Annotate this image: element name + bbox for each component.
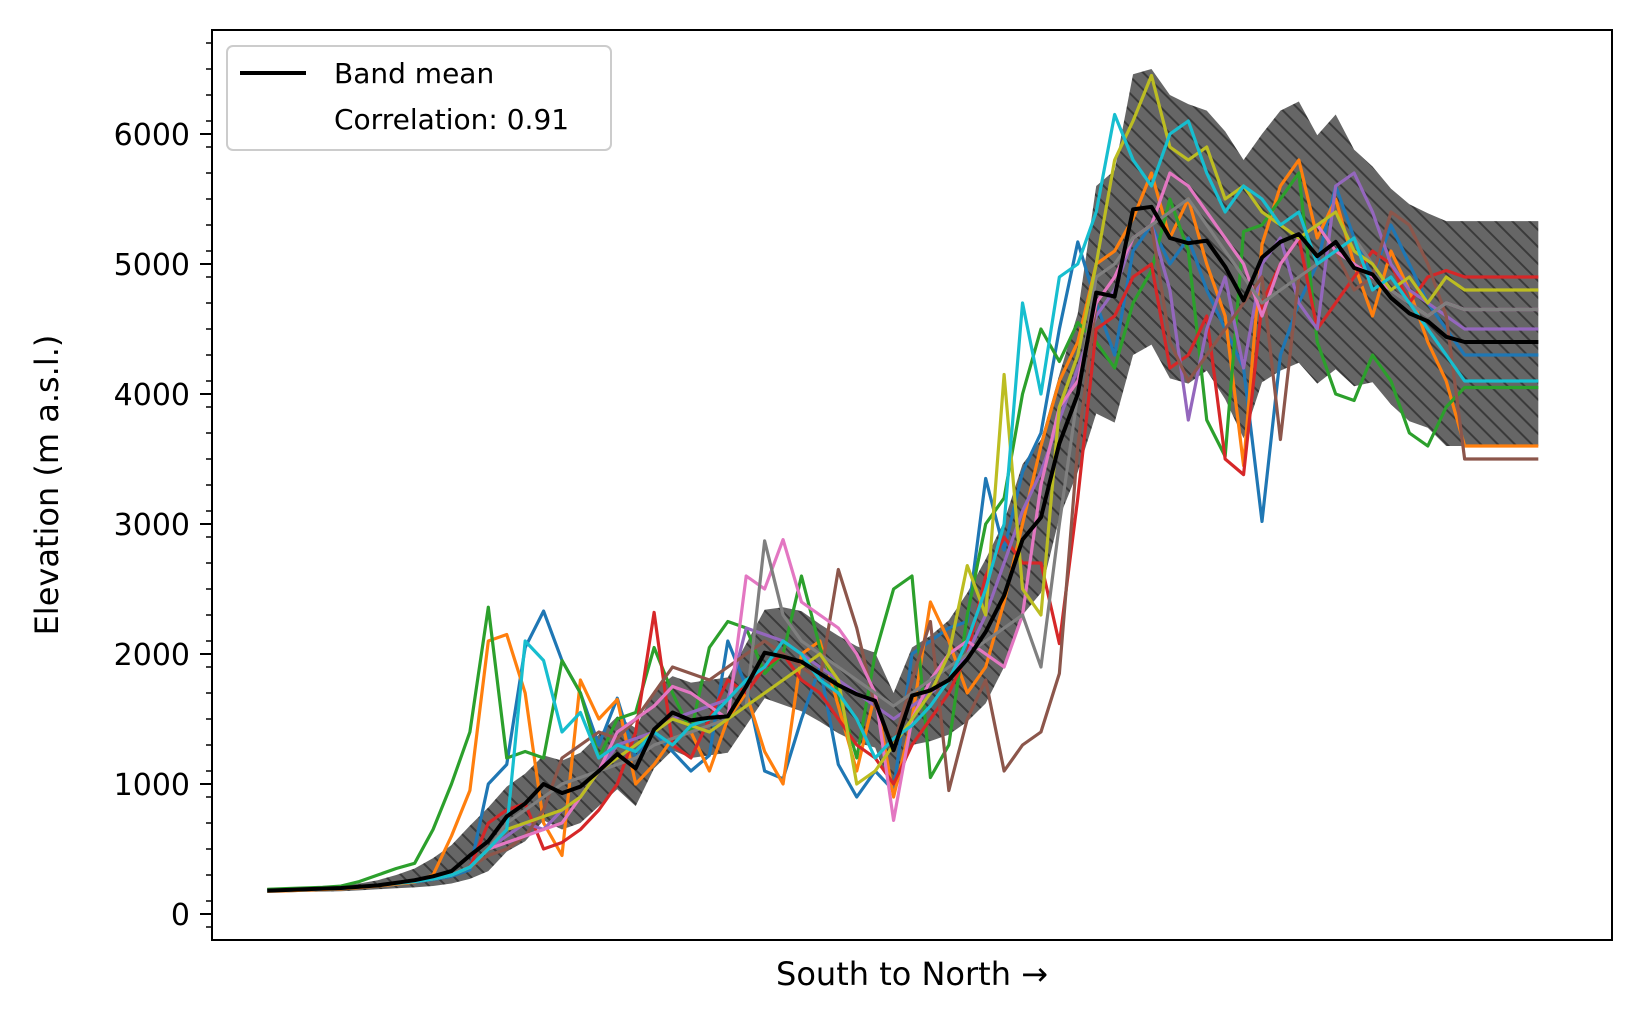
y-axis-title: Elevation (m a.s.l.) bbox=[28, 335, 66, 636]
series-line-3 bbox=[267, 171, 1539, 891]
series-line-10 bbox=[267, 112, 1539, 893]
legend: Band mean Correlation: 0.91 bbox=[226, 45, 612, 151]
y-tick-label: 6000 bbox=[114, 118, 190, 153]
legend-correlation-label: Correlation: 0.91 bbox=[334, 103, 569, 136]
band-mean-line bbox=[267, 204, 1539, 893]
x-axis-title: South to North → bbox=[776, 955, 1048, 993]
legend-band-mean-label: Band mean bbox=[334, 57, 494, 90]
y-tick-label: 4000 bbox=[114, 378, 190, 413]
y-tick-label: 1000 bbox=[114, 768, 190, 803]
plot-frame bbox=[211, 29, 1613, 941]
legend-box bbox=[226, 45, 612, 151]
y-tick-label: 5000 bbox=[114, 248, 190, 283]
y-axis-ticks: 0 1000 2000 3000 4000 5000 6000 bbox=[114, 42, 212, 933]
y-tick-label: 3000 bbox=[114, 508, 190, 543]
plot-area bbox=[267, 69, 1539, 893]
y-tick-label: 0 bbox=[171, 898, 190, 933]
y-tick-label: 2000 bbox=[114, 638, 190, 673]
range-band bbox=[267, 69, 1539, 893]
